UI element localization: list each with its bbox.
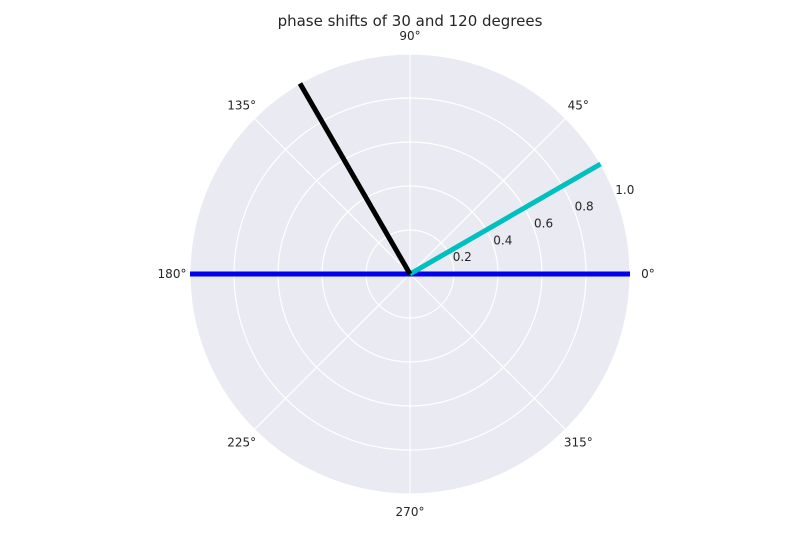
- angle-tick-label: 90°: [399, 29, 420, 43]
- radial-tick-label: 1.0: [615, 183, 634, 197]
- series-group: [190, 82, 630, 277]
- angle-tick-label: 270°: [396, 505, 425, 519]
- angle-tick-label: 225°: [227, 435, 256, 449]
- angle-tick-label: 0°: [641, 267, 655, 281]
- radial-tick-label: 0.8: [575, 200, 594, 214]
- angle-gridline-7: [409, 273, 566, 430]
- chart-title: phase shifts of 30 and 120 degrees: [278, 12, 543, 30]
- radial-tick-label: 0.2: [453, 250, 472, 264]
- radial-tick-label: 0.4: [493, 233, 512, 247]
- angle-tick-label: 135°: [227, 99, 256, 113]
- angle-tick-label: 315°: [564, 435, 593, 449]
- series-line-1: [408, 161, 602, 277]
- angle-tick-labels: 0° 45° 90° 135° 180° 225° 270° 315°: [158, 29, 655, 519]
- angle-gridline-5: [254, 273, 411, 430]
- radial-tick-label: 0.6: [534, 217, 553, 231]
- angle-tick-label: 45°: [568, 99, 589, 113]
- radial-tick-labels: 0.2 0.4 0.6 0.8 1.0: [453, 183, 635, 264]
- angle-gridline-1: [409, 118, 566, 275]
- angle-gridline-3: [254, 118, 411, 275]
- series-line-2: [297, 82, 413, 276]
- angle-tick-label: 180°: [158, 267, 187, 281]
